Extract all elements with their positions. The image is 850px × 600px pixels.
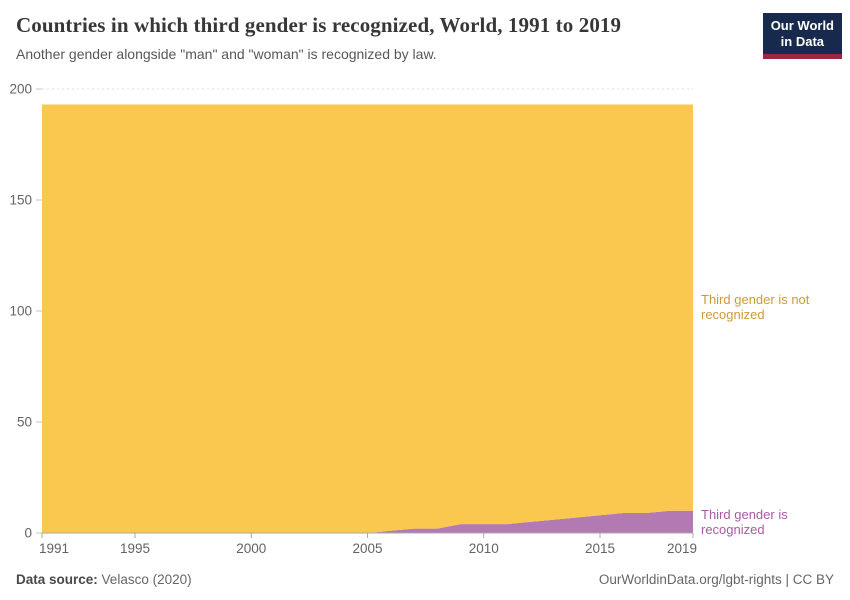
chart-subtitle: Another gender alongside "man" and "woma… [16,46,437,63]
x-axis-label: 2019 [667,541,697,556]
chart-header: Countries in which third gender is recog… [16,13,842,63]
data-source-value: Velasco (2020) [101,572,192,587]
series-label-recognized[interactable]: Third gender is recognized [701,507,788,537]
x-axis-label: 1991 [39,541,69,556]
credit-link[interactable]: OurWorldinData.org/lgbt-rights | CC BY [598,572,834,587]
x-axis-label: 2000 [236,541,266,556]
data-source-label: Data source: [16,572,98,587]
y-axis-label: 0 [24,526,32,541]
chart-footer: Data source: Velasco (2020) OurWorldinDa… [16,572,834,587]
owid-logo-line2: in Data [780,33,825,49]
title-block: Countries in which third gender is recog… [16,13,621,63]
x-axis-label: 1995 [120,541,150,556]
x-axis-label: 2005 [352,541,382,556]
y-axis-label: 150 [9,193,32,208]
x-axis-label: 2015 [585,541,615,556]
y-axis-label: 50 [17,415,32,430]
series-label-not-recognized[interactable]: Third gender is not recognized [701,292,810,322]
owid-logo-line1: Our World [770,18,834,33]
owid-logo[interactable]: Our World in Data [762,13,842,59]
data-source: Data source: Velasco (2020) [16,572,192,587]
x-axis-label: 2010 [469,541,499,556]
area-third-gender-is-recognized[interactable] [42,510,693,533]
y-axis-label: 200 [9,82,32,97]
page-title: Countries in which third gender is recog… [16,13,622,37]
area-third-gender-is-not-recognized[interactable] [42,104,693,534]
y-axis-label: 100 [9,304,32,319]
